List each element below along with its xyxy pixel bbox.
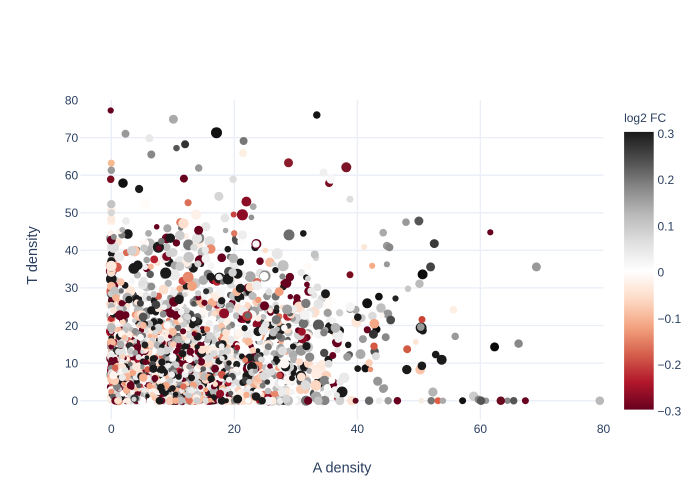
svg-text:40: 40 xyxy=(65,244,79,258)
svg-text:80: 80 xyxy=(597,422,611,436)
svg-text:0.2: 0.2 xyxy=(658,173,675,187)
svg-text:−0.2: −0.2 xyxy=(658,358,682,372)
svg-text:40: 40 xyxy=(351,422,365,436)
svg-text:60: 60 xyxy=(65,169,79,183)
svg-text:20: 20 xyxy=(228,422,242,436)
svg-text:60: 60 xyxy=(474,422,488,436)
svg-text:A density: A density xyxy=(313,461,373,477)
svg-text:50: 50 xyxy=(65,206,79,220)
svg-text:−0.1: −0.1 xyxy=(658,312,682,326)
svg-text:log2 FC: log2 FC xyxy=(624,111,666,125)
svg-text:70: 70 xyxy=(65,131,79,145)
svg-text:T density: T density xyxy=(25,225,41,284)
svg-text:0: 0 xyxy=(72,394,79,408)
svg-text:0.1: 0.1 xyxy=(658,219,675,233)
svg-text:10: 10 xyxy=(65,356,79,370)
svg-text:0: 0 xyxy=(108,422,115,436)
svg-text:80: 80 xyxy=(65,93,79,107)
svg-text:−0.3: −0.3 xyxy=(658,405,682,419)
svg-text:0: 0 xyxy=(658,266,665,280)
svg-text:30: 30 xyxy=(65,281,79,295)
svg-text:0.3: 0.3 xyxy=(658,127,675,141)
svg-text:20: 20 xyxy=(65,319,79,333)
